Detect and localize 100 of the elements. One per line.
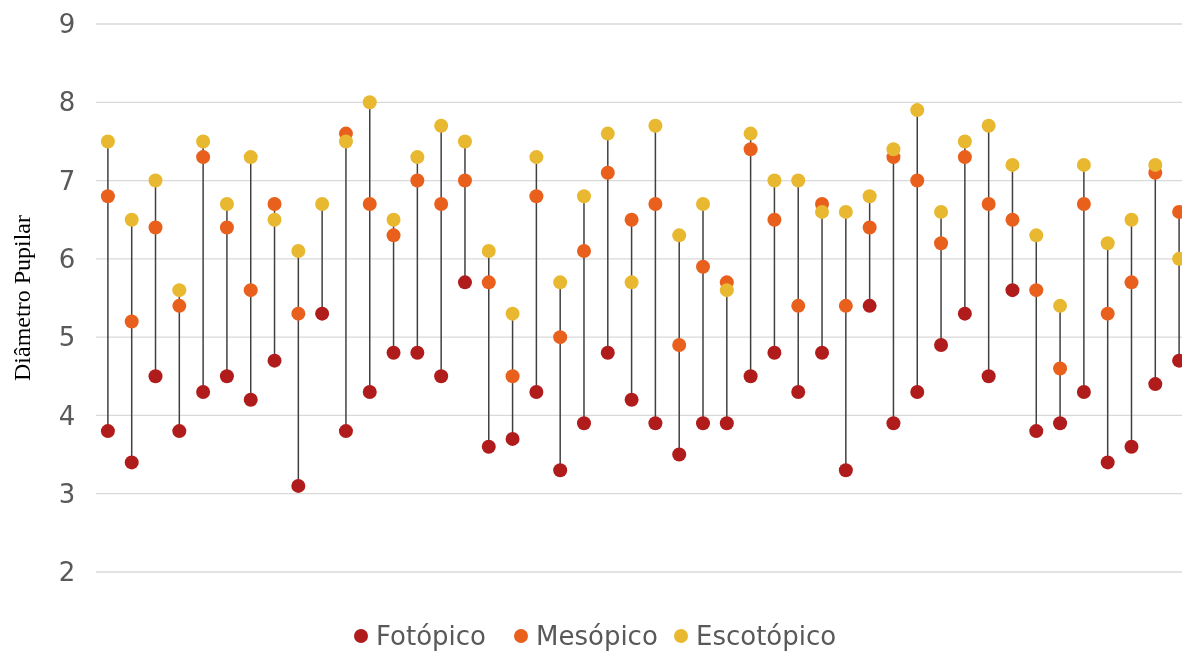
y-tick-label: 2: [58, 557, 76, 588]
point: [1053, 416, 1068, 431]
point: [886, 416, 901, 431]
point: [219, 369, 234, 384]
point: [100, 189, 115, 204]
point: [410, 173, 425, 188]
point: [886, 142, 901, 157]
point: [815, 345, 830, 360]
point: [838, 298, 853, 313]
point: [600, 126, 615, 141]
point: [410, 345, 425, 360]
point: [719, 283, 734, 298]
point: [315, 306, 330, 321]
point: [648, 118, 663, 133]
point: [386, 345, 401, 360]
point: [1124, 439, 1139, 454]
point: [362, 197, 377, 212]
point: [124, 212, 139, 227]
point: [529, 384, 544, 399]
point: [243, 283, 258, 298]
point: [172, 283, 187, 298]
point: [862, 220, 877, 235]
point: [576, 189, 591, 204]
y-tick-label: 4: [58, 400, 76, 431]
point: [362, 384, 377, 399]
point: [148, 173, 163, 188]
point: [243, 392, 258, 407]
point: [576, 244, 591, 259]
point: [553, 275, 568, 290]
point: [457, 173, 472, 188]
point: [648, 416, 663, 431]
y-tick-label: 5: [58, 322, 76, 353]
point: [124, 455, 139, 470]
point: [1005, 283, 1020, 298]
point: [529, 189, 544, 204]
point: [1148, 157, 1163, 172]
point: [743, 142, 758, 157]
point: [1100, 306, 1115, 321]
legend-label: Fotópico: [376, 621, 486, 652]
point: [743, 369, 758, 384]
point: [529, 150, 544, 165]
point: [457, 134, 472, 149]
point: [1029, 283, 1044, 298]
point: [672, 447, 687, 462]
point: [1053, 361, 1068, 376]
point: [457, 275, 472, 290]
point: [981, 369, 996, 384]
point: [791, 298, 806, 313]
point: [172, 298, 187, 313]
point: [957, 150, 972, 165]
point: [910, 384, 925, 399]
point: [219, 220, 234, 235]
point: [196, 134, 211, 149]
y-tick-label: 6: [58, 243, 76, 274]
point: [434, 118, 449, 133]
point: [1005, 212, 1020, 227]
point: [124, 314, 139, 329]
point: [196, 150, 211, 165]
point: [934, 337, 949, 352]
legend-label: Mesópico: [536, 621, 658, 652]
point: [267, 212, 282, 227]
point: [148, 369, 163, 384]
point: [1100, 455, 1115, 470]
point: [481, 244, 496, 259]
point: [1029, 424, 1044, 439]
point: [696, 259, 711, 274]
point: [862, 189, 877, 204]
point: [624, 212, 639, 227]
point: [1005, 157, 1020, 172]
point: [505, 369, 520, 384]
point: [505, 431, 520, 446]
point: [1100, 236, 1115, 251]
point: [434, 197, 449, 212]
point: [934, 204, 949, 219]
point: [743, 126, 758, 141]
point: [957, 306, 972, 321]
point: [553, 463, 568, 478]
point: [386, 212, 401, 227]
point: [100, 134, 115, 149]
point: [267, 353, 282, 368]
point: [338, 134, 353, 149]
point: [838, 204, 853, 219]
point: [862, 298, 877, 313]
y-axis-title: Diâmetro Pupilar: [9, 215, 35, 381]
point: [838, 463, 853, 478]
point: [315, 197, 330, 212]
y-tick-label: 3: [58, 478, 76, 509]
point: [624, 275, 639, 290]
point: [338, 424, 353, 439]
point: [196, 384, 211, 399]
point: [386, 228, 401, 243]
point: [410, 150, 425, 165]
point: [791, 384, 806, 399]
point: [1029, 228, 1044, 243]
point: [219, 197, 234, 212]
y-tick-label: 7: [58, 165, 76, 196]
point: [1076, 157, 1091, 172]
point: [767, 173, 782, 188]
legend-label: Escotópico: [696, 621, 837, 652]
point: [648, 197, 663, 212]
